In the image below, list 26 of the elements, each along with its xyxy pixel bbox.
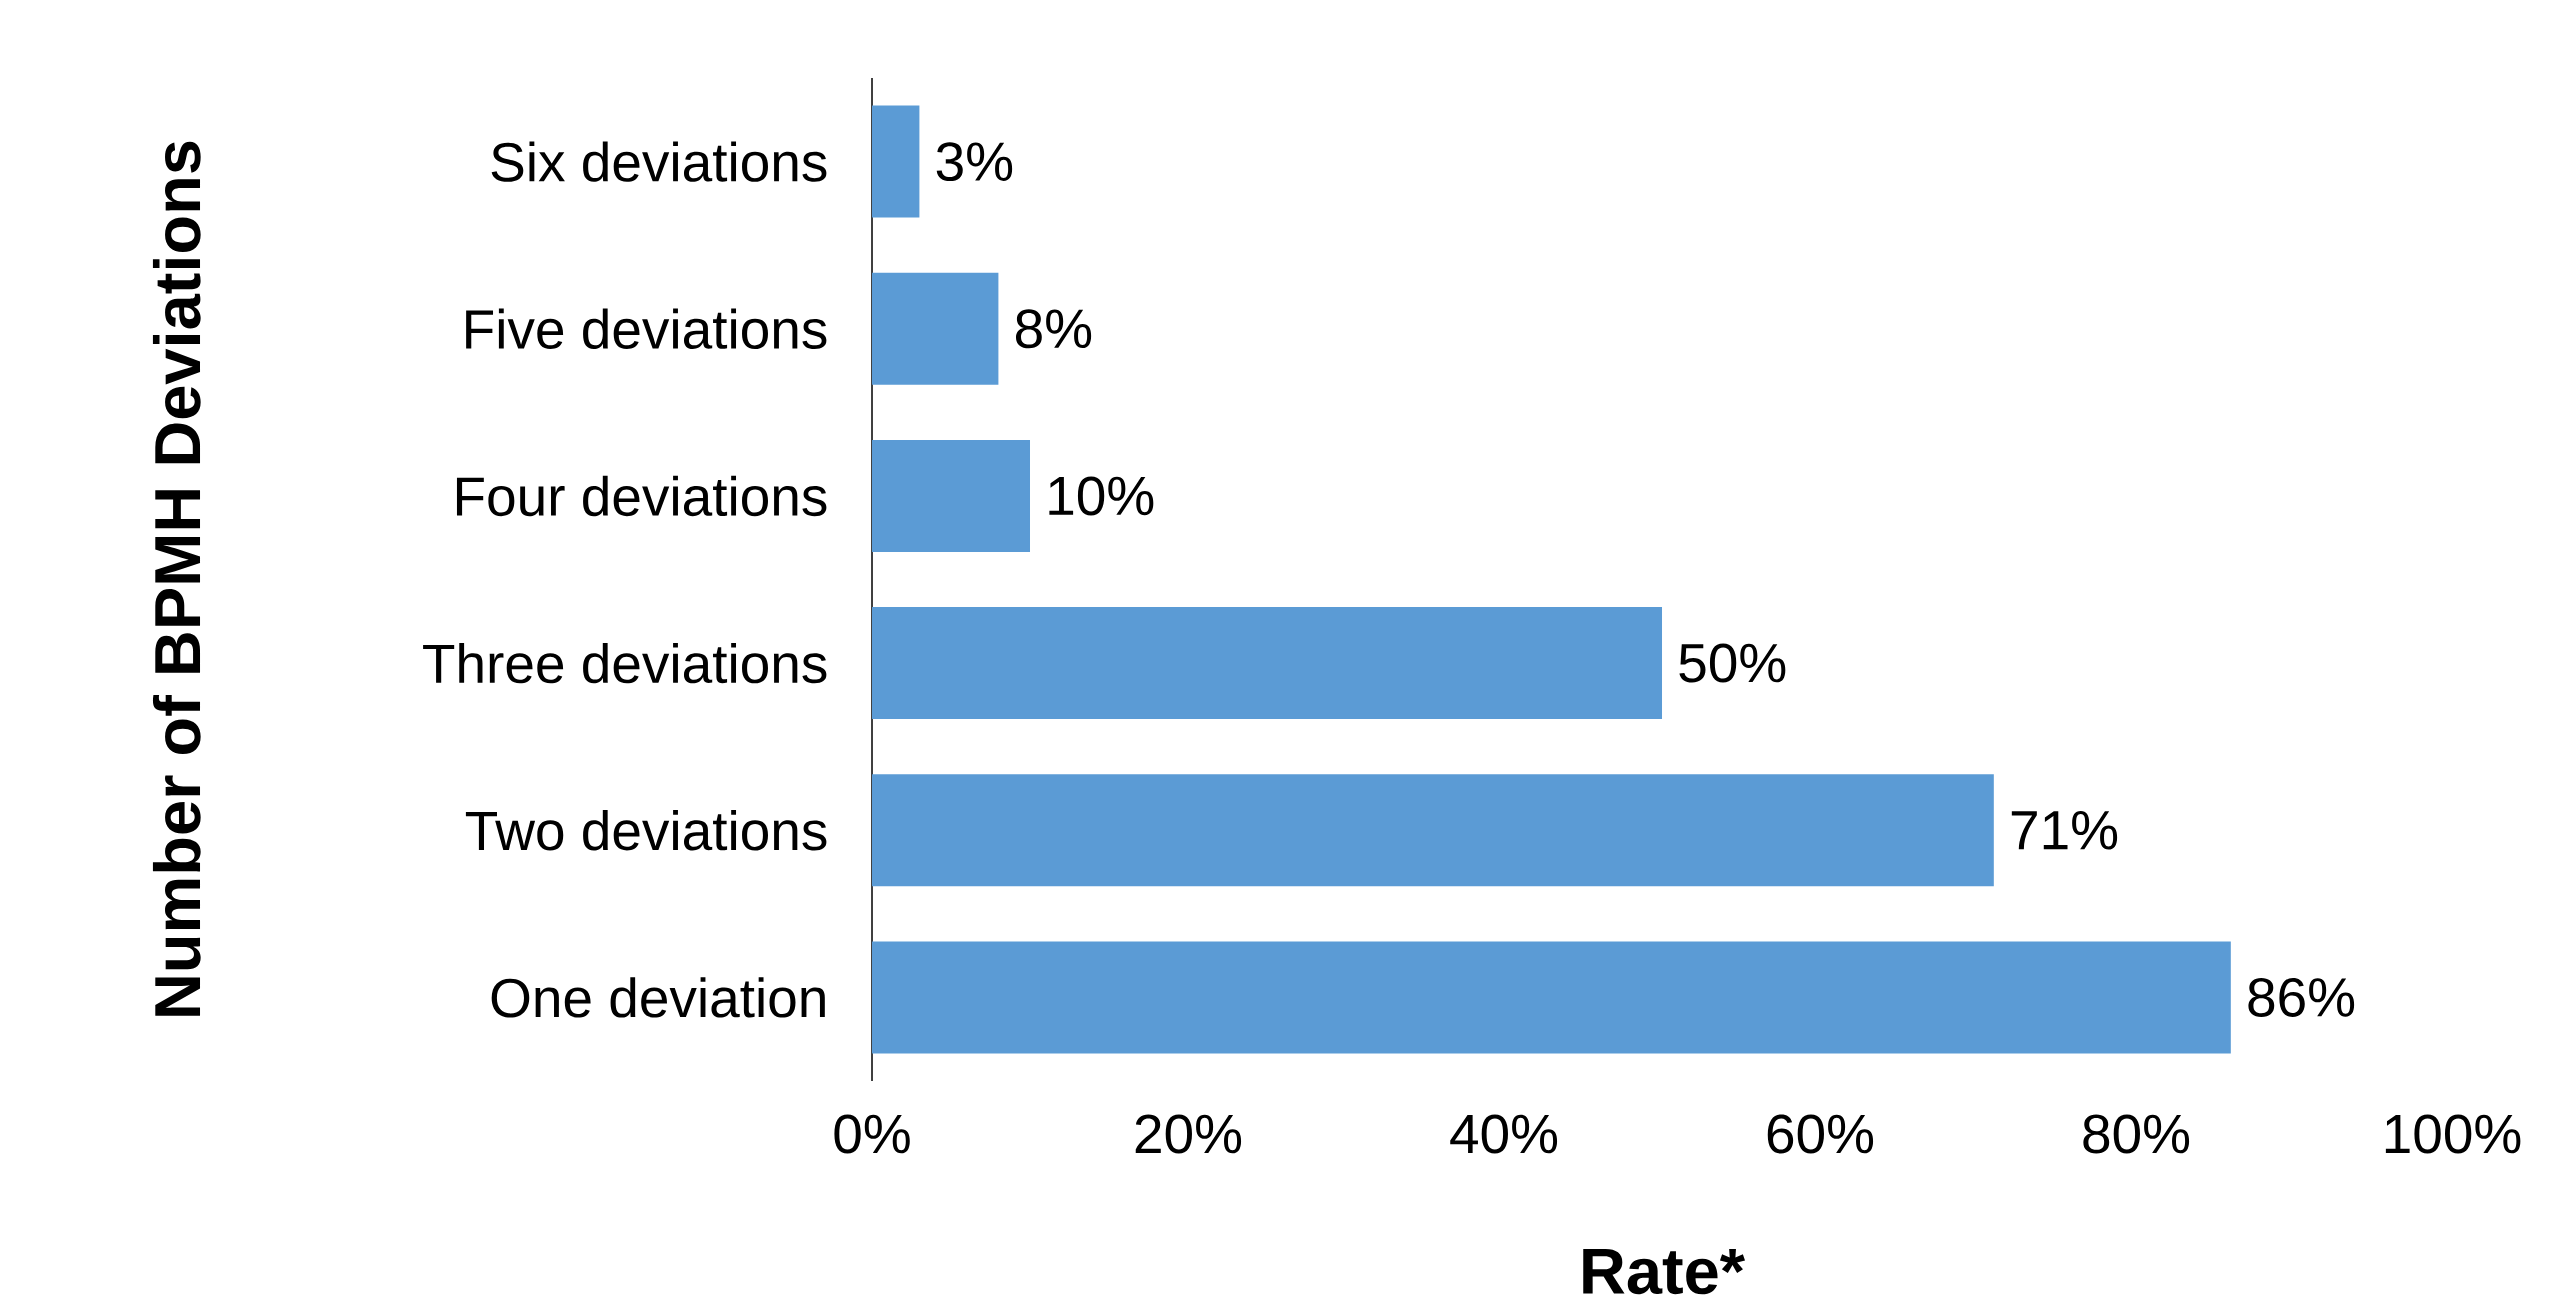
bar [872,272,999,385]
y-tick-label: One deviation [491,977,825,1018]
data-label: 10% [1049,476,1154,516]
x-tick-label: 100% [2385,1114,2521,1154]
bar [872,105,920,218]
data-label: 8% [1015,309,1092,349]
bar [872,607,1663,720]
y-tick-label: Four deviations [456,475,827,517]
x-tick-label: 60% [1767,1114,1874,1154]
x-tick-label: 80% [2083,1114,2190,1154]
y-axis-title: Number of BPMH Deviations [152,141,201,1016]
x-tick-label: 20% [1135,1114,1242,1154]
y-tick-label: Six deviations [491,141,827,182]
y-tick-label: Five deviations [466,308,827,349]
data-label: 3% [936,142,1013,182]
data-label: 71% [2011,811,2118,850]
y-tick-label: Three deviations [423,642,827,684]
bar [872,439,1030,552]
bar [872,774,1994,887]
data-label: 50% [1679,643,1786,683]
bar [872,941,2231,1054]
y-tick-label: Two deviations [465,810,827,851]
x-tick-label: 40% [1450,1114,1558,1154]
data-label: 86% [2248,977,2355,1017]
x-axis-title: Rate* [1583,1248,1746,1295]
x-tick-label: 0% [834,1114,910,1154]
